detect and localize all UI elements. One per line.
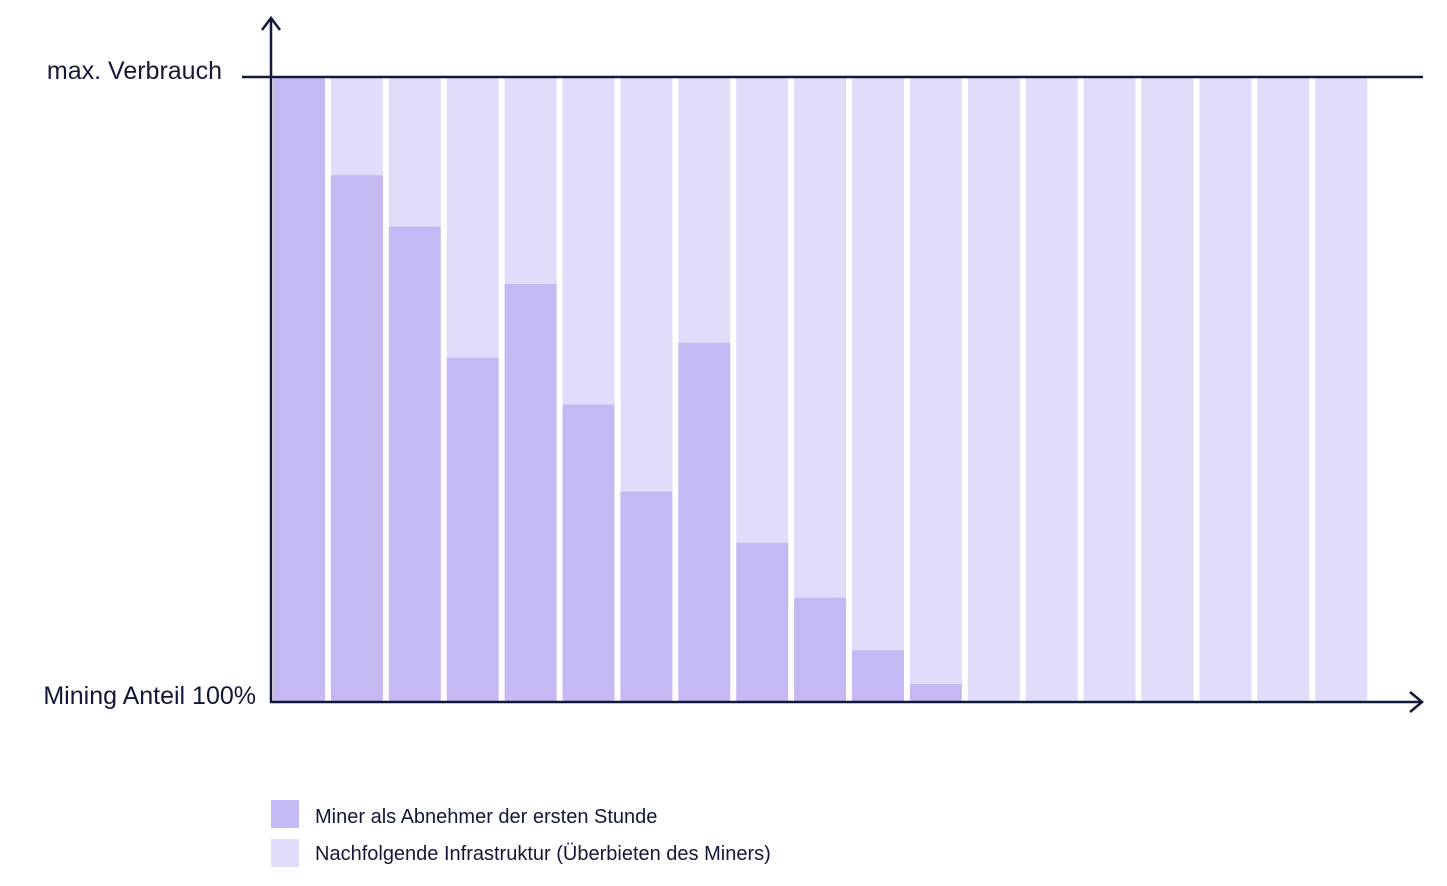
y-tick-label-max: max. Verbrauch <box>47 57 222 85</box>
bar-infrastructure-16 <box>1141 77 1194 702</box>
bar-infrastructure-14 <box>1025 77 1078 702</box>
bar-infrastructure-11 <box>852 77 904 651</box>
x-axis-arrow-icon <box>1409 691 1424 713</box>
bar-infrastructure-9 <box>736 77 789 543</box>
bar-miner-8 <box>678 342 731 702</box>
bar-infrastructure-13 <box>967 77 1020 702</box>
bar-miner-3 <box>388 226 441 702</box>
legend-swatch-miner <box>271 800 299 828</box>
bars-layer <box>273 77 1368 703</box>
bar-infrastructure-4 <box>446 77 499 358</box>
bar-infrastructure-7 <box>620 77 673 492</box>
bar-infrastructure-5 <box>504 77 557 284</box>
y-tick-label-min: Mining Anteil 100% <box>43 682 256 710</box>
bar-infrastructure-2 <box>330 77 383 176</box>
bar-infrastructure-8 <box>678 77 731 343</box>
bar-infrastructure-6 <box>562 77 615 405</box>
y-axis-arrow-icon <box>261 15 281 31</box>
bar-miner-5 <box>504 283 557 702</box>
bar-infrastructure-15 <box>1083 77 1136 702</box>
bar-infrastructure-3 <box>388 77 441 227</box>
legend: Miner als Abnehmer der ersten Stunde Nac… <box>271 800 771 867</box>
legend-swatch-infrastructure <box>271 839 299 867</box>
bar-miner-12 <box>909 683 962 702</box>
bar-miner-1 <box>273 77 325 702</box>
bar-infrastructure-18 <box>1257 77 1310 702</box>
bar-miner-11 <box>852 650 904 702</box>
bar-infrastructure-12 <box>909 77 962 684</box>
bar-miner-6 <box>562 404 615 702</box>
bar-infrastructure-17 <box>1199 77 1252 702</box>
legend-label-infrastructure: Nachfolgende Infrastruktur (Überbieten d… <box>315 843 771 865</box>
bar-miner-9 <box>736 542 789 702</box>
bar-miner-10 <box>794 597 847 702</box>
bar-infrastructure-19 <box>1315 77 1368 702</box>
bar-miner-4 <box>446 357 499 702</box>
bar-miner-2 <box>330 175 383 703</box>
bar-infrastructure-10 <box>794 77 847 598</box>
bar-miner-7 <box>620 491 673 702</box>
legend-label-miner: Miner als Abnehmer der ersten Stunde <box>315 806 657 828</box>
